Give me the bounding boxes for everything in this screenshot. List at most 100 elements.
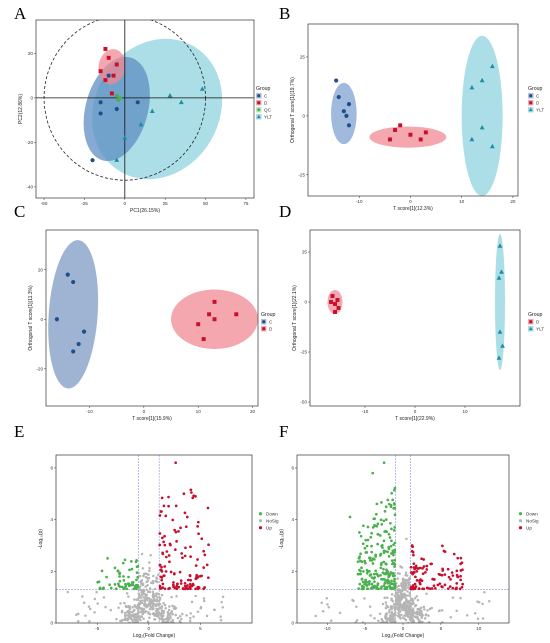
point-nosig bbox=[109, 608, 113, 612]
point-down bbox=[118, 579, 122, 583]
point-up bbox=[458, 587, 462, 591]
point-nosig bbox=[400, 594, 404, 597]
legend-marker bbox=[258, 512, 263, 516]
point-nosig bbox=[171, 618, 175, 622]
point-down bbox=[376, 522, 380, 526]
point-nosig bbox=[166, 610, 170, 614]
y-tick-label: -40 bbox=[26, 184, 33, 189]
point-up bbox=[449, 578, 452, 581]
point-nosig bbox=[154, 612, 157, 616]
point-nosig bbox=[220, 600, 223, 604]
point-nosig bbox=[148, 600, 152, 603]
point-nosig bbox=[221, 606, 225, 609]
point-nosig bbox=[205, 614, 209, 618]
point-nosig bbox=[419, 606, 423, 609]
point-nosig bbox=[132, 615, 136, 619]
point-nosig bbox=[387, 611, 391, 614]
point-up bbox=[196, 558, 199, 561]
point-nosig bbox=[154, 599, 157, 603]
point-nosig bbox=[487, 599, 491, 603]
point-nosig bbox=[151, 606, 155, 610]
point-d bbox=[212, 299, 217, 304]
point-up bbox=[422, 587, 426, 591]
legend-item-c: C bbox=[256, 93, 268, 99]
point-down bbox=[367, 582, 371, 586]
point-nosig bbox=[404, 583, 408, 587]
point-nosig bbox=[423, 617, 427, 620]
point-down bbox=[348, 515, 352, 519]
point-down bbox=[389, 544, 393, 548]
point-up bbox=[425, 564, 429, 568]
point-d bbox=[212, 317, 217, 322]
point-nosig bbox=[140, 582, 143, 586]
point-nosig bbox=[327, 605, 330, 609]
point-up bbox=[159, 587, 163, 590]
legend-item-down: Down bbox=[518, 511, 538, 516]
point-up bbox=[186, 578, 190, 582]
point-down bbox=[135, 571, 139, 574]
point-up bbox=[203, 553, 207, 557]
panel-b: B -10 0 10 20 -25 0 25 T score[1](12.3%) Orthogon… bbox=[279, 4, 544, 212]
panel-e: E -5 0 5 0 2 4 6 Log₂(Fold Change) -Log₁₀(p) Down N… bbox=[14, 422, 279, 639]
point-nosig bbox=[148, 566, 151, 570]
y-tick-label: 0 bbox=[30, 95, 33, 100]
point-down bbox=[113, 583, 117, 586]
point-ylt bbox=[496, 355, 502, 360]
point-c bbox=[54, 317, 59, 322]
point-nosig bbox=[473, 611, 477, 615]
point-nosig bbox=[146, 583, 149, 587]
confidence-ellipse-d bbox=[98, 49, 126, 85]
point-nosig bbox=[144, 575, 148, 579]
point-up bbox=[415, 578, 419, 582]
point-down bbox=[392, 528, 396, 532]
point-nosig bbox=[396, 602, 400, 606]
point-down bbox=[369, 535, 373, 539]
point-up bbox=[184, 546, 187, 550]
legend-item-d: D bbox=[256, 100, 268, 106]
point-nosig bbox=[404, 571, 408, 574]
point-up bbox=[432, 584, 436, 588]
point-nosig bbox=[416, 598, 420, 602]
point-up bbox=[185, 515, 189, 519]
y-tick-label: 6 bbox=[50, 466, 53, 471]
y-tick-label: 20 bbox=[38, 267, 44, 272]
point-nosig bbox=[172, 621, 175, 623]
point-up bbox=[160, 536, 164, 540]
point-up bbox=[189, 587, 192, 591]
point-nosig bbox=[102, 596, 106, 599]
point-nosig bbox=[144, 585, 147, 588]
point-nosig bbox=[156, 573, 160, 576]
point-nosig bbox=[390, 615, 394, 619]
point-down bbox=[371, 471, 375, 475]
point-up bbox=[160, 578, 164, 582]
point-nosig bbox=[125, 605, 128, 609]
point-down bbox=[374, 512, 378, 516]
legend-label: C bbox=[264, 93, 268, 98]
point-d bbox=[329, 300, 333, 304]
point-nosig bbox=[128, 607, 132, 611]
point-nosig bbox=[396, 596, 399, 600]
legend-item-c: C bbox=[261, 319, 273, 325]
point-nosig bbox=[179, 621, 182, 623]
point-up bbox=[163, 574, 166, 578]
point-c bbox=[341, 109, 346, 114]
point-up bbox=[202, 566, 206, 569]
point-down bbox=[358, 555, 362, 558]
point-up bbox=[167, 554, 171, 557]
point-up bbox=[189, 555, 192, 558]
y-tick-label: 2 bbox=[291, 569, 294, 574]
point-nosig bbox=[329, 619, 333, 622]
point-nosig bbox=[393, 612, 396, 616]
point-nosig bbox=[160, 615, 164, 618]
point-nosig bbox=[409, 607, 412, 611]
panel-letter: C bbox=[14, 202, 25, 221]
point-nosig bbox=[373, 616, 376, 620]
point-up bbox=[459, 578, 463, 582]
point-c bbox=[98, 111, 103, 116]
point-nosig bbox=[384, 601, 388, 604]
point-nosig bbox=[166, 614, 170, 618]
legend-label: D bbox=[536, 319, 540, 324]
point-down bbox=[362, 570, 365, 573]
point-up bbox=[200, 574, 203, 578]
point-nosig bbox=[170, 620, 173, 623]
